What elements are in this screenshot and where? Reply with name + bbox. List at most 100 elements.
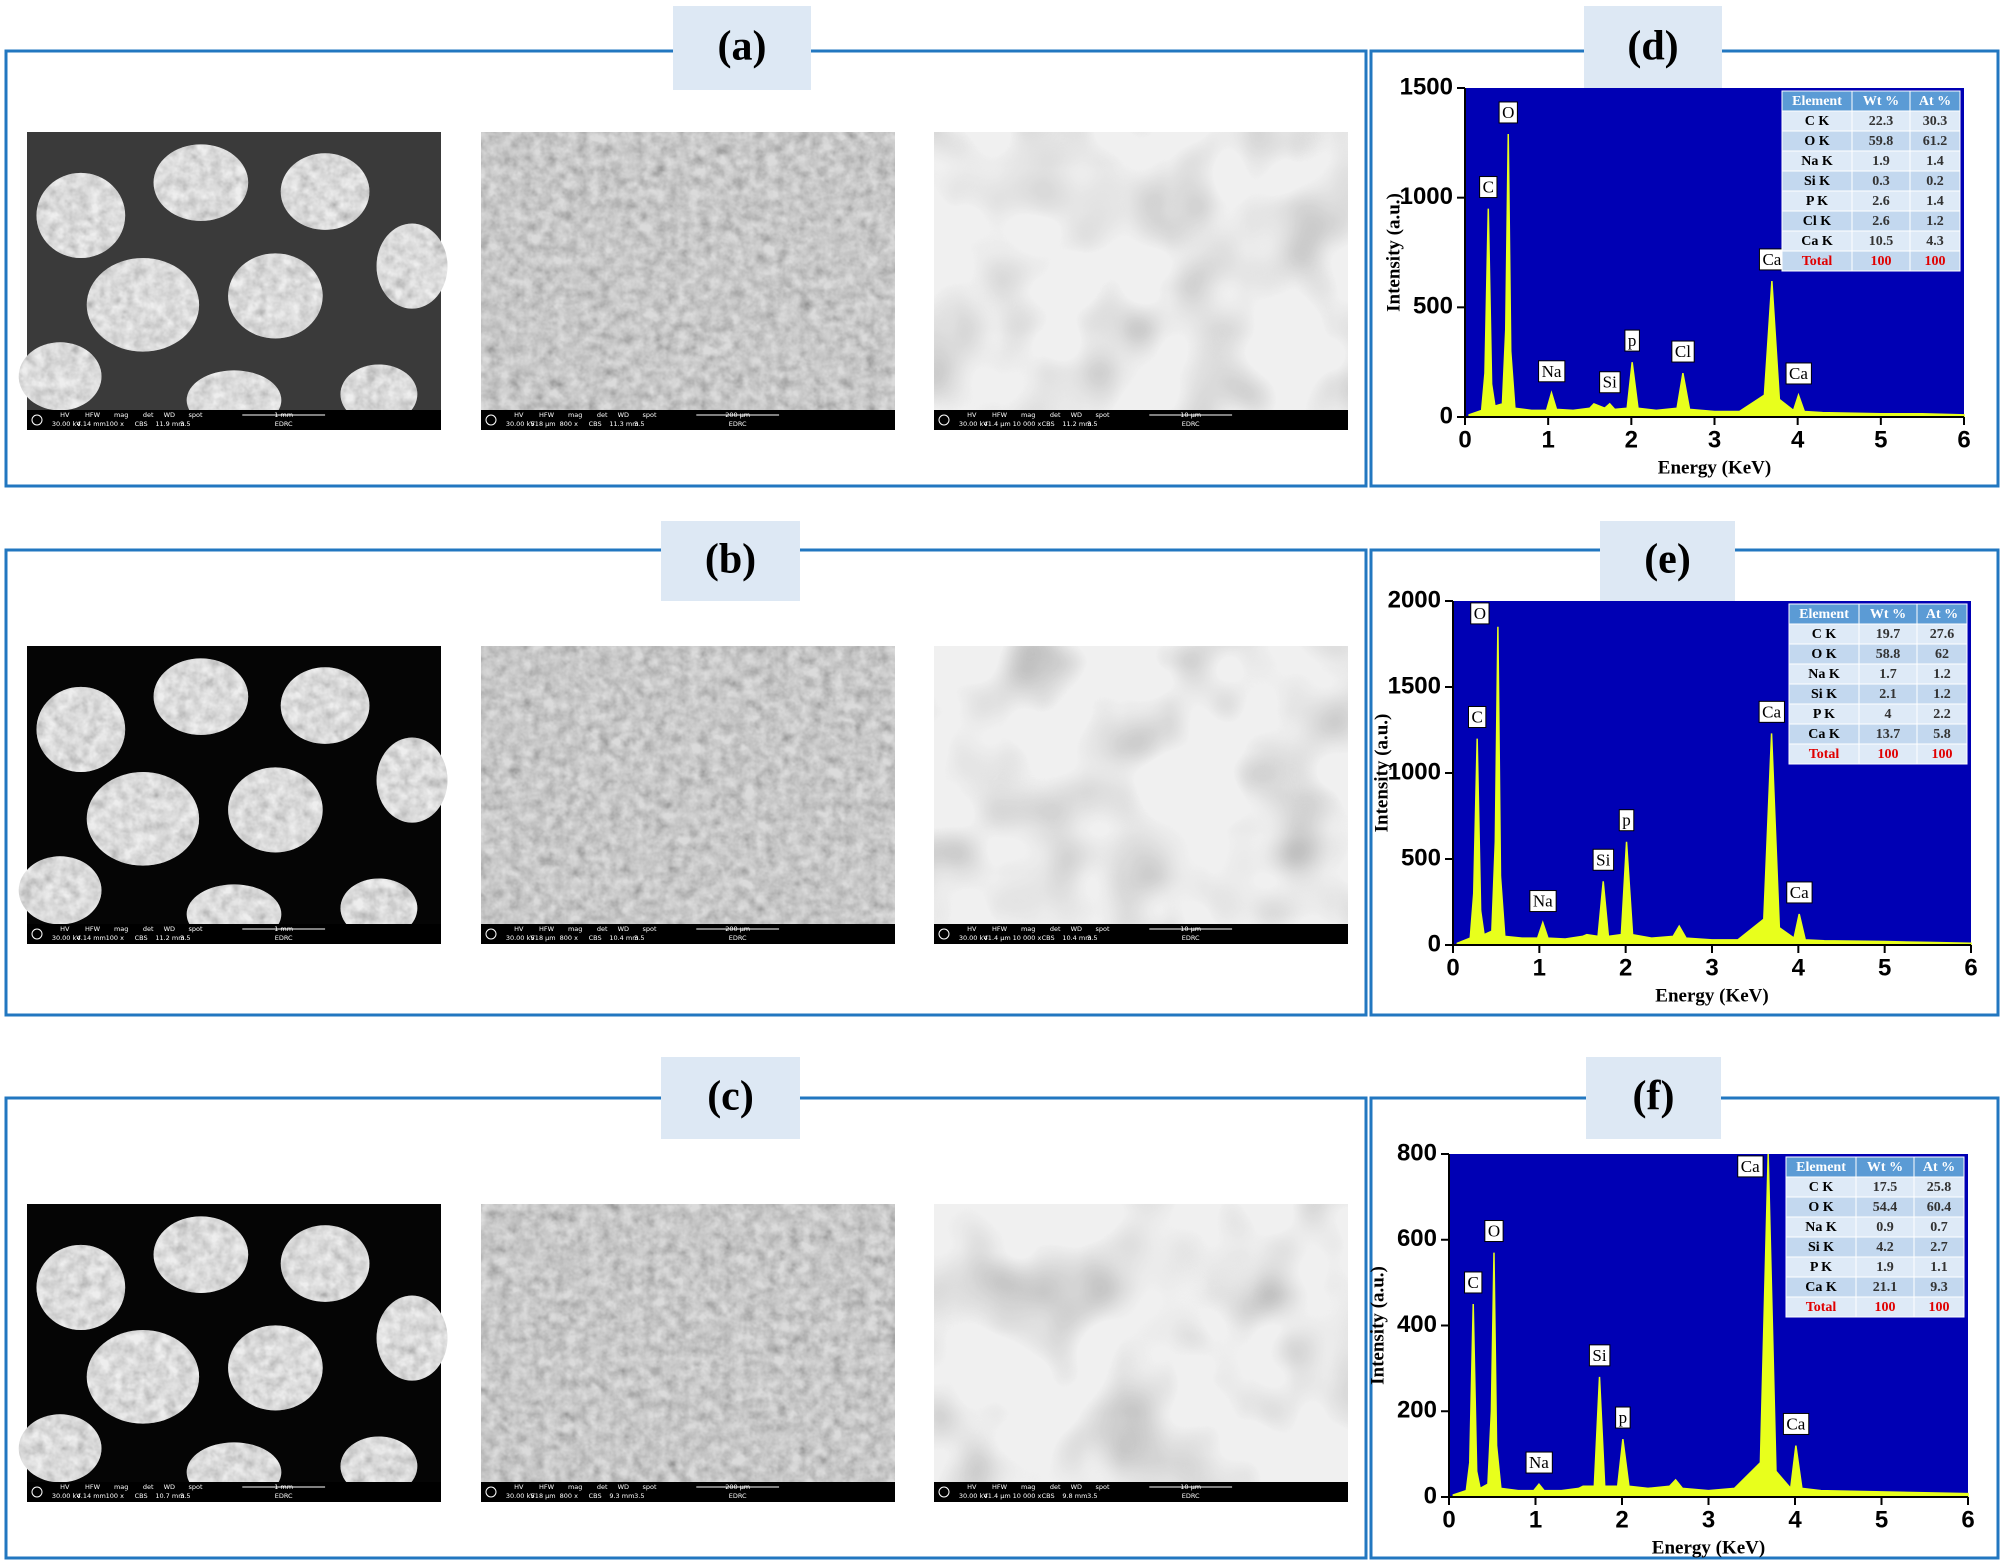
peak-label: Si — [1603, 373, 1617, 392]
x-tick-label: 0 — [1442, 1506, 1455, 1533]
sem-field-value: 3.5 — [634, 420, 644, 428]
sem-field-value: 30.00 kV — [52, 420, 81, 428]
sem-field-value: CBS — [135, 1492, 148, 1500]
table-text: 59.8 — [1869, 134, 1894, 149]
sem-field-value: 30.00 kV — [506, 420, 535, 428]
sem-texture-area — [934, 1204, 1348, 1502]
table-text: 1.4 — [1926, 194, 1944, 209]
sem-field-value: 41.4 µm — [984, 1492, 1011, 1500]
sem-field-label: WD — [1071, 411, 1082, 419]
sem-tone — [934, 1204, 1348, 1502]
sem-logo — [485, 928, 497, 940]
panel-tab — [661, 1057, 800, 1139]
sem-field-value: 3.5 — [180, 1492, 190, 1500]
peak-label: Ca — [1741, 1157, 1760, 1176]
peak-label-box — [1671, 340, 1695, 363]
table-cell — [1909, 250, 1961, 272]
table-text: 22.3 — [1869, 114, 1894, 129]
peak-label: Ca — [1762, 702, 1781, 721]
sem-field-label: mag — [1021, 1483, 1035, 1491]
sem-logo — [938, 414, 950, 426]
sem-field-label: spot — [1095, 1483, 1109, 1491]
particle-tone — [153, 1216, 249, 1293]
table-text: Wt % — [1863, 94, 1899, 109]
sem-field-label: HV — [967, 411, 977, 419]
sem-field-value: 3.5 — [634, 934, 644, 942]
peak-label: Ca — [1786, 1414, 1805, 1433]
x-tick-label: 2 — [1615, 1506, 1628, 1533]
peak-label: p — [1628, 331, 1637, 350]
panel-tab — [661, 521, 800, 601]
table-text: Total — [1809, 747, 1840, 762]
particle — [18, 856, 102, 925]
sem-texture — [481, 646, 895, 944]
y-axis-title: Intensity (a.u.) — [1367, 1266, 1388, 1385]
particle-tone — [280, 1225, 370, 1302]
particle-tone — [36, 172, 126, 259]
table-text: Na K — [1808, 667, 1840, 682]
sem-field-label: HFW — [539, 925, 555, 933]
table-text: 10.5 — [1869, 234, 1894, 249]
table-text: At % — [1919, 94, 1951, 109]
panel-label: (e) — [1644, 537, 1691, 583]
sem-tone — [934, 646, 1348, 944]
table-cell — [1913, 1296, 1965, 1318]
sem-texture-area — [481, 646, 895, 944]
particle — [86, 258, 200, 352]
table-text: 25.8 — [1927, 1180, 1952, 1195]
x-tick-label: 4 — [1788, 1506, 1802, 1533]
sem-particles-tone — [18, 144, 448, 431]
table-text: Na K — [1805, 1220, 1837, 1235]
particle — [376, 223, 448, 309]
particle-tone — [18, 856, 102, 925]
sem-field-label: spot — [188, 1483, 202, 1491]
sem-info-bar — [934, 410, 1348, 430]
x-tick-label: 4 — [1791, 426, 1805, 453]
sem-field-value: 41.4 µm — [984, 420, 1011, 428]
sem-field-label: det — [143, 925, 154, 933]
sem-field-label: WD — [1071, 925, 1082, 933]
sem-field-label: mag — [114, 925, 128, 933]
sem-field-value: 3.5 — [1087, 934, 1097, 942]
peak-label: Si — [1596, 850, 1610, 869]
sem-field-label: det — [1050, 1483, 1061, 1491]
sem-field-label: HV — [514, 925, 524, 933]
particle — [340, 878, 418, 939]
sem-field-value: 3.5 — [180, 420, 190, 428]
sem-tone — [481, 646, 895, 944]
table-text: 1.9 — [1872, 154, 1890, 169]
sem-field-label: HFW — [539, 411, 555, 419]
sem-texture — [481, 132, 895, 430]
peak-label: O — [1474, 604, 1486, 623]
particle-tone — [376, 737, 448, 823]
x-tick-label: 1 — [1541, 426, 1554, 453]
peak-label-box — [1529, 890, 1557, 913]
x-tick-label: 3 — [1708, 426, 1721, 453]
peak-label: Cl — [1675, 342, 1691, 361]
sem-field-value: 3.5 — [634, 1492, 644, 1500]
peak-label-box — [1624, 329, 1640, 352]
table-text: 13.7 — [1876, 727, 1901, 742]
sem-field-value: 3.5 — [180, 934, 190, 942]
particle-tone — [86, 1330, 200, 1424]
particle-tone — [36, 686, 126, 773]
sem-field-value: 30.00 kV — [506, 934, 535, 942]
table-text: 1.2 — [1933, 667, 1951, 682]
spectrum — [1456, 626, 1972, 946]
sem-field-label: HFW — [992, 925, 1008, 933]
particle — [36, 686, 126, 773]
sem-field-value: 518 µm — [531, 934, 556, 942]
table-text: 100 — [1871, 254, 1892, 269]
particle-tone — [86, 258, 200, 352]
particle-tone — [86, 772, 200, 866]
table-text: 1.2 — [1933, 687, 1951, 702]
peak-label: Ca — [1790, 883, 1809, 902]
table-text: Wt % — [1870, 607, 1906, 622]
table-text: 21.1 — [1873, 1280, 1898, 1295]
peak-label: Si — [1592, 1346, 1606, 1365]
sem-texture — [481, 1204, 895, 1502]
peak-label-box — [1470, 602, 1490, 625]
particle — [153, 144, 249, 221]
